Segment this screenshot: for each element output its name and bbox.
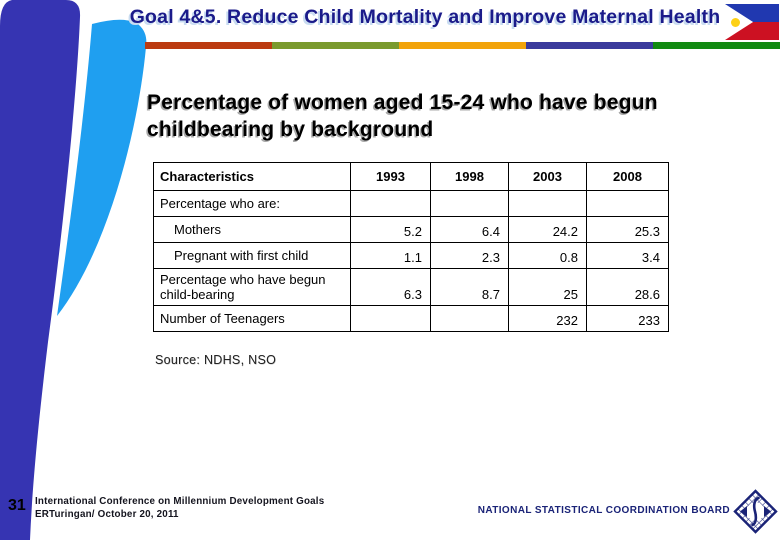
footer-conference-line1: International Conference on Millennium D… <box>35 496 325 507</box>
row-label: Percentage who have begun child-bearing <box>153 268 351 306</box>
cell-value: 24.2 <box>508 216 587 243</box>
row-label: Number of Teenagers <box>153 305 351 332</box>
table-row: Percentage who are: <box>153 190 669 217</box>
row-label: Mothers <box>153 216 351 243</box>
accent-bar-segment <box>145 42 272 49</box>
cell-value <box>350 190 431 217</box>
cell-value <box>430 305 509 332</box>
cell-value: 25.3 <box>586 216 669 243</box>
row-label: Percentage who are: <box>153 190 351 217</box>
accent-color-bar <box>145 42 780 49</box>
column-header-year: 2003 <box>508 162 587 191</box>
data-table: Characteristics 1993 1998 2003 2008 Percenta… <box>153 162 669 332</box>
cell-value: 3.4 <box>586 242 669 269</box>
dark-wedge-shape <box>0 0 81 540</box>
cell-value <box>508 190 587 217</box>
footer-conference-info: International Conference on Millennium D… <box>35 496 324 521</box>
cell-value: 6.4 <box>430 216 509 243</box>
column-header-year: 2008 <box>586 162 669 191</box>
column-header-year: 1993 <box>350 162 431 191</box>
accent-bar-segment <box>653 42 780 49</box>
accent-bar-segment <box>399 42 526 49</box>
table-row: Number of Teenagers 232 233 <box>153 305 669 332</box>
source-note: Source: NDHS, NSO <box>155 353 277 367</box>
cell-value <box>430 190 509 217</box>
table-header-row: Characteristics 1993 1998 2003 2008 <box>153 162 669 191</box>
cell-value: 1.1 <box>350 242 431 269</box>
row-label: Pregnant with first child <box>153 242 351 269</box>
column-header-characteristics: Characteristics <box>153 162 351 191</box>
light-wedge-shape <box>57 19 147 316</box>
nscb-logo-icon <box>733 489 778 534</box>
page-number: 31 <box>8 497 26 514</box>
accent-bar-segment <box>272 42 399 49</box>
column-header-year: 1998 <box>430 162 509 191</box>
cell-value: 6.3 <box>350 268 431 306</box>
table-header: Characteristics 1993 1998 2003 2008 <box>153 162 669 191</box>
cell-value: 0.8 <box>508 242 587 269</box>
cell-value: 232 <box>508 305 587 332</box>
cell-value: 25 <box>508 268 587 306</box>
cell-value: 5.2 <box>350 216 431 243</box>
cell-value: 28.6 <box>586 268 669 306</box>
cell-value: 8.7 <box>430 268 509 306</box>
footer-organization: NATIONAL STATISTICAL COORDINATION BOARD <box>477 505 730 516</box>
cell-value: 2.3 <box>430 242 509 269</box>
accent-bar-segment <box>526 42 653 49</box>
cell-value <box>586 190 669 217</box>
table-row: Percentage who have begun child-bearing 6… <box>153 268 669 306</box>
page-title: Percentage of women aged 15-24 who have … <box>147 91 658 142</box>
slide-header-title: Goal 4&5. Reduce Child Mortality and Imp… <box>129 6 721 28</box>
table-body: Percentage who are: Mothers 5.2 6.4 24.2 25.3… <box>153 190 669 332</box>
flag-sun-icon <box>731 18 740 27</box>
left-wedge-decoration <box>0 0 147 540</box>
footer-conference-line2: ERTuringan/ October 20, 2011 <box>35 508 179 520</box>
cell-value <box>350 305 431 332</box>
philippine-flag <box>725 4 779 40</box>
cell-value: 233 <box>586 305 669 332</box>
table-row: Pregnant with first child 1.1 2.3 0.8 3.4 <box>153 242 669 269</box>
table-row: Mothers 5.2 6.4 24.2 25.3 <box>153 216 669 243</box>
